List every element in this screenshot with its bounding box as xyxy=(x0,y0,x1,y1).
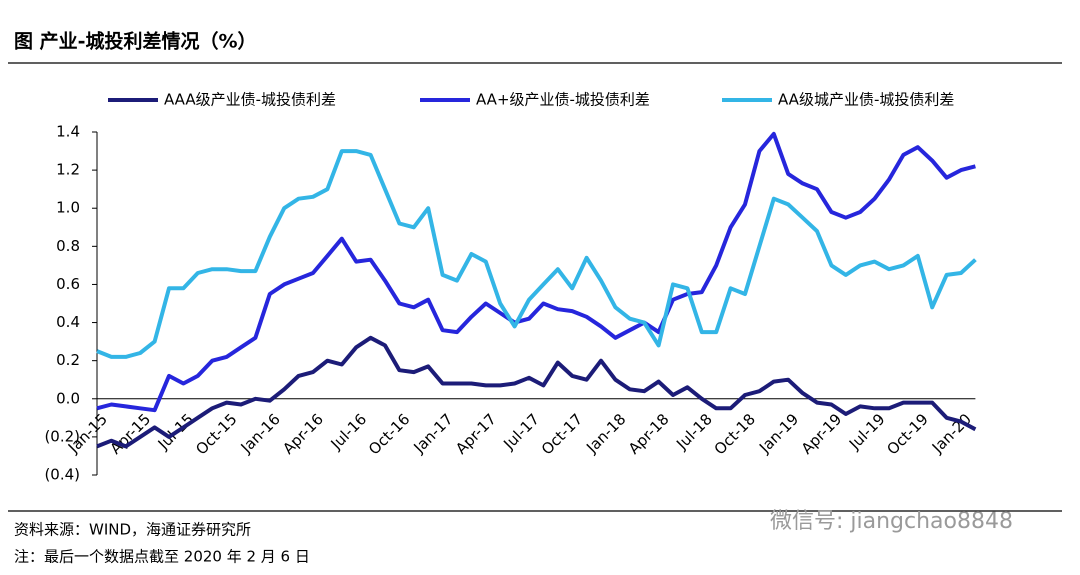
x-tick-label: Apr-19 xyxy=(798,410,846,458)
series-line xyxy=(96,149,977,359)
y-tick-label: 0.0 xyxy=(56,389,80,407)
y-tick-label: (0.4) xyxy=(44,466,80,484)
watermark: 微信号: jiangchao8848 xyxy=(770,509,1013,534)
source: 资料来源：WIND，海通证券研究所 xyxy=(14,521,251,539)
legend-label: AAA级产业债-城投债利差 xyxy=(164,91,336,109)
x-tick-label: Jul-19 xyxy=(845,410,889,454)
y-tick-label: 1.0 xyxy=(56,199,80,217)
x-tick-label: Apr-17 xyxy=(452,410,500,458)
x-tick-label: Apr-16 xyxy=(279,410,327,458)
x-tick-label: Oct-17 xyxy=(538,410,586,458)
x-tick-label: Jan-19 xyxy=(755,410,802,457)
series-line xyxy=(96,131,976,413)
y-tick-label: 1.4 xyxy=(56,123,80,141)
x-tick-label: Jan-17 xyxy=(409,410,456,457)
x-tick-label: Oct-19 xyxy=(883,410,931,458)
x-tick-label: Oct-18 xyxy=(711,410,759,458)
y-tick-label: 1.2 xyxy=(56,161,80,179)
x-tick-label: Oct-16 xyxy=(365,410,413,458)
y-tick-label: 0.4 xyxy=(56,313,80,331)
x-tick-label: Jul-18 xyxy=(672,410,716,454)
chart-title: 图 产业-城投利差情况（%） xyxy=(14,30,257,53)
y-tick-label: (0.2) xyxy=(44,427,80,445)
x-tick-label: Apr-18 xyxy=(625,410,673,458)
y-tick-label: 0.6 xyxy=(56,275,80,293)
x-tick-label: Jan-18 xyxy=(582,410,629,457)
x-tick-label: Jul-16 xyxy=(327,410,371,454)
x-tick-label: Jan-16 xyxy=(237,410,284,457)
y-tick-label: 0.8 xyxy=(56,237,80,255)
note: 注：最后一个数据点截至 2020 年 2 月 6 日 xyxy=(14,548,310,566)
legend-label: AA级城产业债-城投债利差 xyxy=(778,91,954,109)
y-tick-label: 0.2 xyxy=(56,351,80,369)
legend-label: AA+级产业债-城投债利差 xyxy=(476,91,650,109)
series-line xyxy=(96,335,977,449)
x-tick-label: Jul-17 xyxy=(499,410,543,454)
